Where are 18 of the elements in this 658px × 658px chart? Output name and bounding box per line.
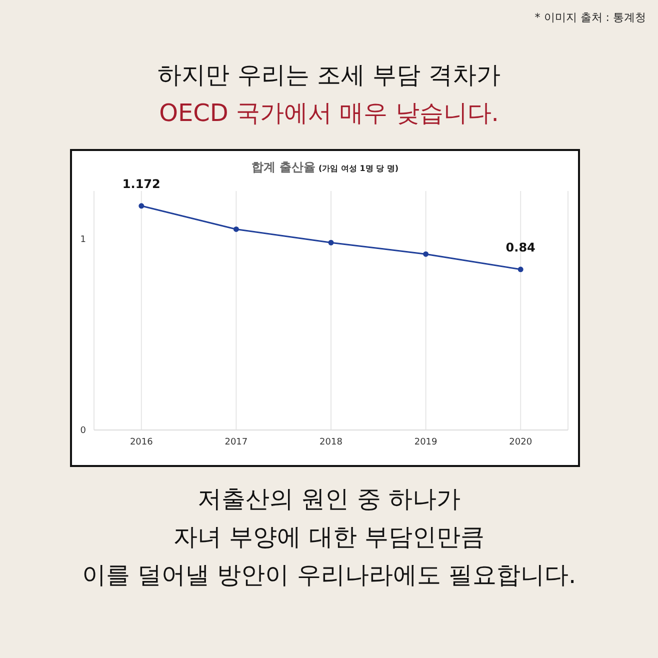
- y-tick-label: 1: [80, 234, 86, 245]
- x-tick-label: 2019: [414, 437, 438, 448]
- text: * 이미지 출처 : 통계청: [534, 10, 646, 25]
- chart-title: 하지만 우리는 조세 부담 격차가 OECD 국가에서 매우 낮습니다.: [156, 60, 502, 129]
- y-tick-label: 0: [80, 426, 86, 436]
- x-tick-label: 2017: [224, 437, 248, 448]
- point: [138, 203, 144, 209]
- point: [328, 240, 334, 246]
- text: 저출산의 원인 중 하나가 자녀 부양에 대한 부담인만큼 이를 덜어낼 방안이 우리나라에도 필요합니다.: [80, 484, 578, 591]
- x-tick-label: 2016: [130, 437, 154, 448]
- x-tick-label: 2018: [320, 437, 343, 448]
- x-tick-label: 2020: [509, 437, 532, 448]
- data-label: 1.172: [122, 176, 160, 191]
- chart-subtitle: 합계 출산율 (가임 여성 1명 당 명): [250, 159, 400, 176]
- point: [518, 266, 524, 272]
- point: [423, 251, 429, 257]
- data-label: 0.84: [506, 240, 536, 254]
- point: [233, 226, 239, 232]
